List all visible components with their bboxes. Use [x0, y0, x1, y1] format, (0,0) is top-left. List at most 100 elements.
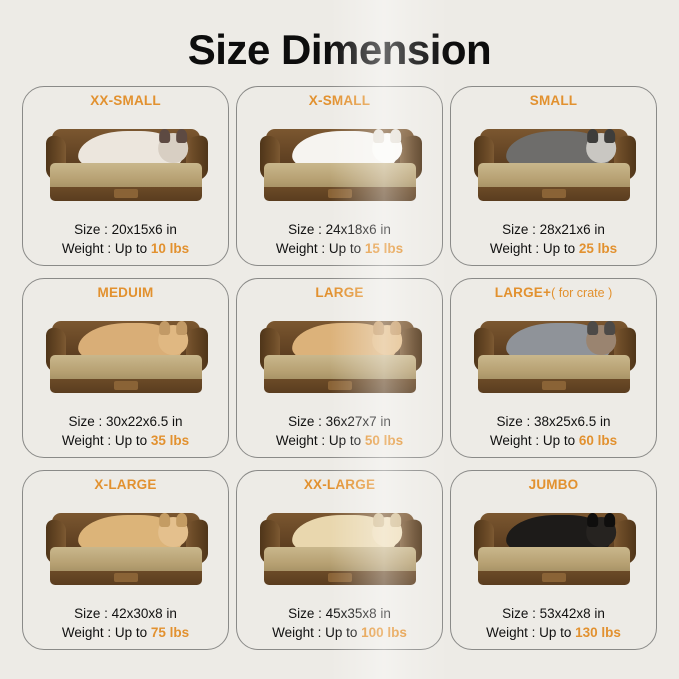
size-line: Size : 30x22x6.5 in: [68, 413, 183, 429]
weight-line: Weight : Up to 25 lbs: [455, 239, 652, 258]
size-card-x-small[interactable]: X-SMALL: [236, 86, 443, 267]
card-specs: Size : 28x21x6 in Weight : Up to 25 lbs: [455, 220, 652, 261]
card-specs: Size : 36x27x7 in Weight : Up to 50 lbs: [241, 412, 438, 453]
product-image-wrap: [455, 110, 652, 220]
pet-head: [157, 320, 188, 355]
pet-ear-left-icon: [586, 128, 598, 143]
size-line: Size : 45x35x8 in: [288, 605, 391, 621]
weight-prefix: Weight : Up to: [275, 432, 365, 448]
dog-bed-illustration: [256, 123, 424, 207]
weight-line: Weight : Up to 75 lbs: [27, 623, 224, 642]
pet-ear-right-icon: [175, 320, 187, 335]
weight-value: 75 lbs: [150, 624, 190, 640]
size-card-medium[interactable]: MEDUIM: [22, 278, 229, 459]
product-image-wrap: [455, 302, 652, 412]
pet-head: [371, 512, 402, 547]
pet-ear-right-icon: [389, 128, 401, 143]
pet-head: [585, 320, 616, 355]
card-title-text: X-LARGE: [94, 477, 157, 493]
weight-line: Weight : Up to 15 lbs: [241, 239, 438, 258]
card-specs: Size : 38x25x6.5 in Weight : Up to 60 lb…: [455, 412, 652, 453]
pet-head: [585, 512, 616, 547]
weight-value: 35 lbs: [150, 432, 190, 448]
pet-ear-left-icon: [372, 128, 384, 143]
bed-cushion: [49, 354, 202, 382]
pet-head: [371, 128, 402, 163]
dog-bed-illustration: [42, 507, 210, 591]
card-title: LARGE: [315, 285, 363, 301]
product-image-wrap: [455, 494, 652, 604]
size-card-small[interactable]: SMALL: [450, 86, 657, 267]
card-title: X-LARGE: [94, 477, 156, 493]
bed-cushion: [477, 162, 630, 190]
bed-cushion: [477, 354, 630, 382]
size-card-grid: XX-SMALL: [22, 86, 657, 651]
size-line: Size : 42x30x8 in: [74, 605, 177, 621]
size-card-large[interactable]: LARGE: [236, 278, 443, 459]
card-title-text: LARGE: [315, 285, 364, 301]
pet-ear-left-icon: [586, 512, 598, 527]
pet-head: [585, 128, 616, 163]
card-title-text: SMALL: [529, 93, 578, 109]
bed-cushion: [49, 546, 202, 574]
card-specs: Size : 30x22x6.5 in Weight : Up to 35 lb…: [27, 412, 224, 453]
dog-bed-illustration: [470, 123, 638, 207]
bed-cushion: [477, 546, 630, 574]
size-card-xx-small[interactable]: XX-SMALL: [22, 86, 229, 267]
card-title: SMALL: [530, 93, 578, 109]
bed-cushion: [263, 354, 416, 382]
card-title: XX-LARGE: [304, 477, 375, 493]
pet-ear-right-icon: [603, 128, 615, 143]
size-card-large-plus[interactable]: LARGE+( for crate ): [450, 278, 657, 459]
pet-ear-left-icon: [158, 512, 170, 527]
weight-prefix: Weight : Up to: [61, 624, 151, 640]
product-image-wrap: [27, 302, 224, 412]
weight-prefix: Weight : Up to: [489, 432, 579, 448]
weight-prefix: Weight : Up to: [272, 624, 362, 640]
card-title: LARGE+( for crate ): [495, 285, 612, 301]
weight-value: 50 lbs: [364, 432, 404, 448]
dog-bed-illustration: [42, 123, 210, 207]
weight-value: 60 lbs: [578, 432, 618, 448]
brand-tag: [541, 188, 566, 198]
card-specs: Size : 20x15x6 in Weight : Up to 10 lbs: [27, 220, 224, 261]
brand-tag: [541, 572, 566, 582]
size-card-jumbo[interactable]: JUMBO: [450, 470, 657, 651]
size-card-x-large[interactable]: X-LARGE: [22, 470, 229, 651]
pet-ear-left-icon: [158, 128, 170, 143]
weight-prefix: Weight : Up to: [275, 240, 365, 256]
brand-tag: [113, 188, 138, 198]
pet-ear-right-icon: [175, 128, 187, 143]
size-line: Size : 20x15x6 in: [74, 221, 177, 237]
brand-tag: [113, 380, 138, 390]
weight-line: Weight : Up to 130 lbs: [455, 623, 652, 642]
pet-ear-right-icon: [603, 320, 615, 335]
page-title: Size Dimension: [187, 26, 492, 73]
card-title-text: LARGE+: [494, 285, 552, 301]
weight-prefix: Weight : Up to: [486, 624, 576, 640]
product-image-wrap: [27, 494, 224, 604]
brand-tag: [327, 380, 352, 390]
weight-value: 15 lbs: [364, 240, 404, 256]
card-title-suffix: ( for crate ): [551, 286, 613, 301]
product-image-wrap: [241, 302, 438, 412]
product-image-wrap: [241, 110, 438, 220]
card-specs: Size : 53x42x8 in Weight : Up to 130 lbs: [455, 604, 652, 645]
card-title-text: X-SMALL: [308, 93, 371, 109]
card-title-text: MEDUIM: [97, 285, 154, 301]
pet-ear-right-icon: [389, 320, 401, 335]
weight-value: 100 lbs: [361, 624, 407, 640]
card-title: X-SMALL: [309, 93, 370, 109]
product-image-wrap: [27, 110, 224, 220]
size-line: Size : 53x42x8 in: [502, 605, 605, 621]
weight-prefix: Weight : Up to: [61, 432, 151, 448]
card-title: XX-SMALL: [90, 93, 161, 109]
size-line: Size : 36x27x7 in: [288, 413, 391, 429]
size-card-xx-large[interactable]: XX-LARGE: [236, 470, 443, 651]
weight-line: Weight : Up to 50 lbs: [241, 431, 438, 450]
pet-ear-left-icon: [372, 512, 384, 527]
pet-ear-left-icon: [586, 320, 598, 335]
bed-cushion: [49, 162, 202, 190]
size-line: Size : 24x18x6 in: [288, 221, 391, 237]
